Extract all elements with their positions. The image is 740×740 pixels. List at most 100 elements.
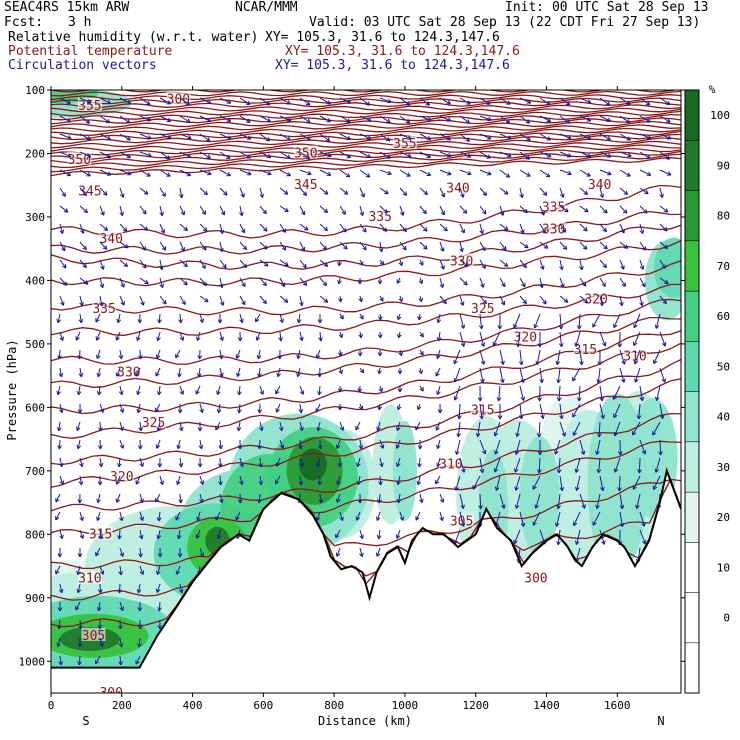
x-tick-label: 1600 <box>604 699 631 712</box>
wind-vector <box>359 529 364 539</box>
wind-vector <box>156 385 162 396</box>
wind-vector <box>239 169 252 176</box>
wind-vector <box>259 421 264 432</box>
x-tick-label: 1200 <box>462 699 489 712</box>
wind-vector <box>359 259 364 266</box>
wind-vector <box>378 385 384 393</box>
wind-vector <box>277 349 283 360</box>
wind-vector <box>299 277 308 286</box>
wind-vector <box>519 259 527 269</box>
wind-vector <box>239 151 251 159</box>
wind-vector <box>179 169 192 177</box>
wind-vector <box>176 475 181 485</box>
wind-vector <box>299 241 306 252</box>
wind-vector <box>216 403 222 414</box>
wind-vector <box>613 403 621 419</box>
wind-vector <box>357 277 363 285</box>
wind-vector <box>475 421 481 438</box>
wind-vector <box>437 403 443 414</box>
wind-vector <box>57 601 63 612</box>
wind-vector <box>119 241 129 249</box>
wind-vector <box>654 313 661 329</box>
wind-vector <box>418 277 424 285</box>
wind-vector <box>99 565 105 575</box>
wind-vector <box>219 493 224 504</box>
wind-vector <box>396 421 401 431</box>
wind-vector <box>399 511 405 521</box>
wind-vector <box>199 205 206 215</box>
wind-vector <box>559 421 566 437</box>
wind-vector <box>539 115 552 123</box>
wind-vector <box>435 421 441 431</box>
wind-vector <box>534 493 541 509</box>
wind-vector <box>639 187 649 195</box>
y-tick-label: 800 <box>25 528 45 541</box>
wind-vector <box>259 133 271 142</box>
wind-vector <box>199 151 211 159</box>
wind-vector <box>299 97 311 106</box>
theta-contour-label: 345 <box>78 185 101 200</box>
wind-vector <box>318 331 323 342</box>
wind-vector <box>599 205 608 214</box>
forecast-label: Fcst: <box>4 15 44 30</box>
wind-vector <box>359 97 371 106</box>
wind-vector <box>179 295 186 305</box>
wind-vector <box>519 187 524 199</box>
wind-vector <box>259 187 264 199</box>
colorbar-swatch <box>684 290 700 342</box>
wind-vector <box>419 151 432 159</box>
wind-vector <box>237 439 243 450</box>
wind-vector <box>378 475 383 486</box>
north-label: N <box>657 714 664 728</box>
wind-vector <box>137 601 143 612</box>
wind-vector <box>419 223 428 232</box>
wind-vector <box>139 169 151 177</box>
wind-vector <box>239 241 247 251</box>
wind-vector <box>298 475 304 486</box>
wind-vector <box>76 385 82 396</box>
theta-contour-label: 310 <box>439 458 462 473</box>
wind-vector <box>199 313 204 323</box>
wind-vector <box>259 169 272 176</box>
wind-vector <box>612 385 621 400</box>
plot-frame <box>50 89 682 694</box>
wind-vector <box>399 169 411 177</box>
wind-vector <box>157 619 163 630</box>
wind-vector <box>539 241 549 249</box>
y-tick-label: 900 <box>25 592 45 605</box>
wind-vector <box>532 475 541 490</box>
wind-vector <box>118 655 123 666</box>
wind-vector <box>118 565 124 576</box>
wind-vector <box>399 133 412 140</box>
wind-vector <box>58 367 64 378</box>
theta-contour-label: 320 <box>584 293 607 308</box>
wind-vector <box>179 115 191 123</box>
wind-vector <box>379 151 391 159</box>
wind-vector <box>599 133 611 141</box>
wind-vector <box>479 169 492 176</box>
wind-vector <box>115 475 121 485</box>
x-tick-label: 800 <box>324 699 344 712</box>
wind-vector <box>336 493 341 503</box>
wind-vector <box>619 295 624 307</box>
wind-vector <box>119 277 125 288</box>
wind-vector <box>576 313 582 330</box>
wind-vector <box>119 187 125 198</box>
wind-vector <box>98 421 103 432</box>
wind-vector <box>118 349 124 360</box>
wind-vector <box>399 241 407 251</box>
wind-vector <box>514 457 521 473</box>
colorbar-tick-label: 70 <box>717 260 730 273</box>
wind-vector <box>319 97 331 105</box>
y-axis-label: Pressure (hPa) <box>5 339 19 440</box>
wind-vector <box>376 421 381 432</box>
wind-vector <box>178 583 184 594</box>
wind-vector <box>358 295 363 303</box>
wind-vector <box>419 187 428 196</box>
wind-vector <box>156 565 161 575</box>
wind-vector <box>59 529 64 540</box>
wind-vector <box>459 151 472 158</box>
wind-vector <box>196 367 202 378</box>
wind-vector <box>79 151 92 158</box>
